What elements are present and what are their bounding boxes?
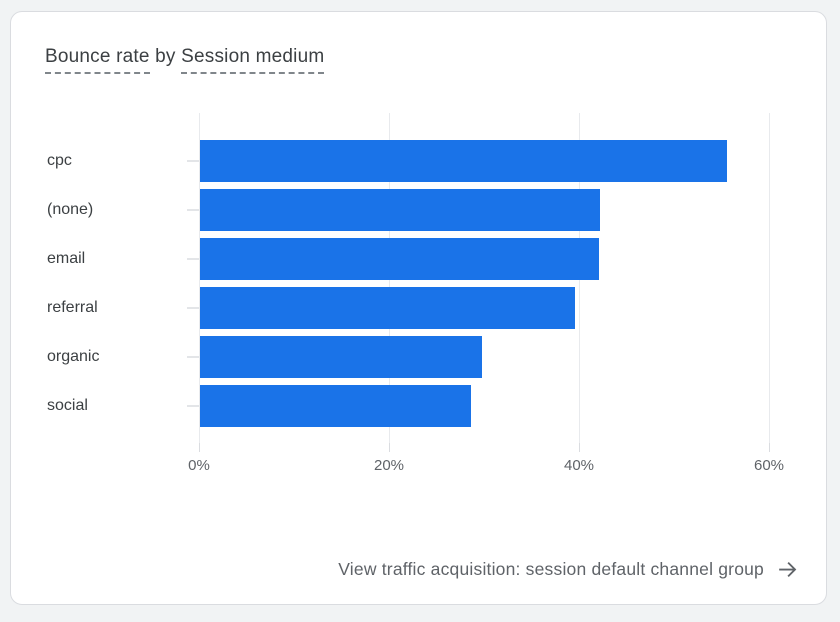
bar-social[interactable] [200, 385, 471, 427]
arrow-forward-icon [779, 561, 797, 578]
card-title: Bounce rate by Session medium [45, 46, 325, 74]
bar-email[interactable] [200, 238, 599, 280]
bar-chart: 0% 20% 40% 60% cpc (none) email referral organi… [11, 12, 826, 604]
gridline [769, 113, 770, 443]
metric-selector[interactable]: Bounce rate [45, 46, 150, 74]
category-tick [187, 405, 199, 407]
x-axis-tick [199, 443, 200, 452]
x-axis-tick-label: 60% [753, 457, 785, 474]
category-label: organic [47, 348, 100, 365]
x-axis-tick-label: 20% [373, 457, 405, 474]
analytics-chart-card: Bounce rate by Session medium 0% 20% 40% 60… [10, 11, 827, 605]
category-label: referral [47, 299, 98, 316]
bar-referral[interactable] [200, 287, 575, 329]
x-axis-tick [769, 443, 770, 452]
footer-link-label: View traffic acquisition: session defaul… [338, 559, 764, 579]
x-axis-tick-label: 40% [563, 457, 595, 474]
bar-cpc[interactable] [200, 140, 727, 182]
plot-area: 0% 20% 40% 60% [188, 113, 791, 474]
x-axis-tick [579, 443, 580, 452]
category-tick [187, 258, 199, 260]
category-label: social [47, 397, 88, 414]
category-label: cpc [47, 152, 72, 169]
category-tick [187, 160, 199, 162]
category-tick [187, 209, 199, 211]
x-axis-tick [389, 443, 390, 452]
dimension-selector[interactable]: Session medium [181, 46, 325, 74]
category-tick [187, 356, 199, 358]
category-tick [187, 307, 199, 309]
bar-none[interactable] [200, 189, 600, 231]
x-axis-tick-label: 0% [188, 457, 210, 474]
title-connector: by [149, 46, 182, 67]
category-label: (none) [47, 201, 94, 218]
gridline [199, 113, 200, 443]
bar-organic[interactable] [200, 336, 482, 378]
category-label: email [47, 250, 86, 267]
view-traffic-acquisition-link[interactable]: View traffic acquisition: session defaul… [338, 557, 800, 582]
